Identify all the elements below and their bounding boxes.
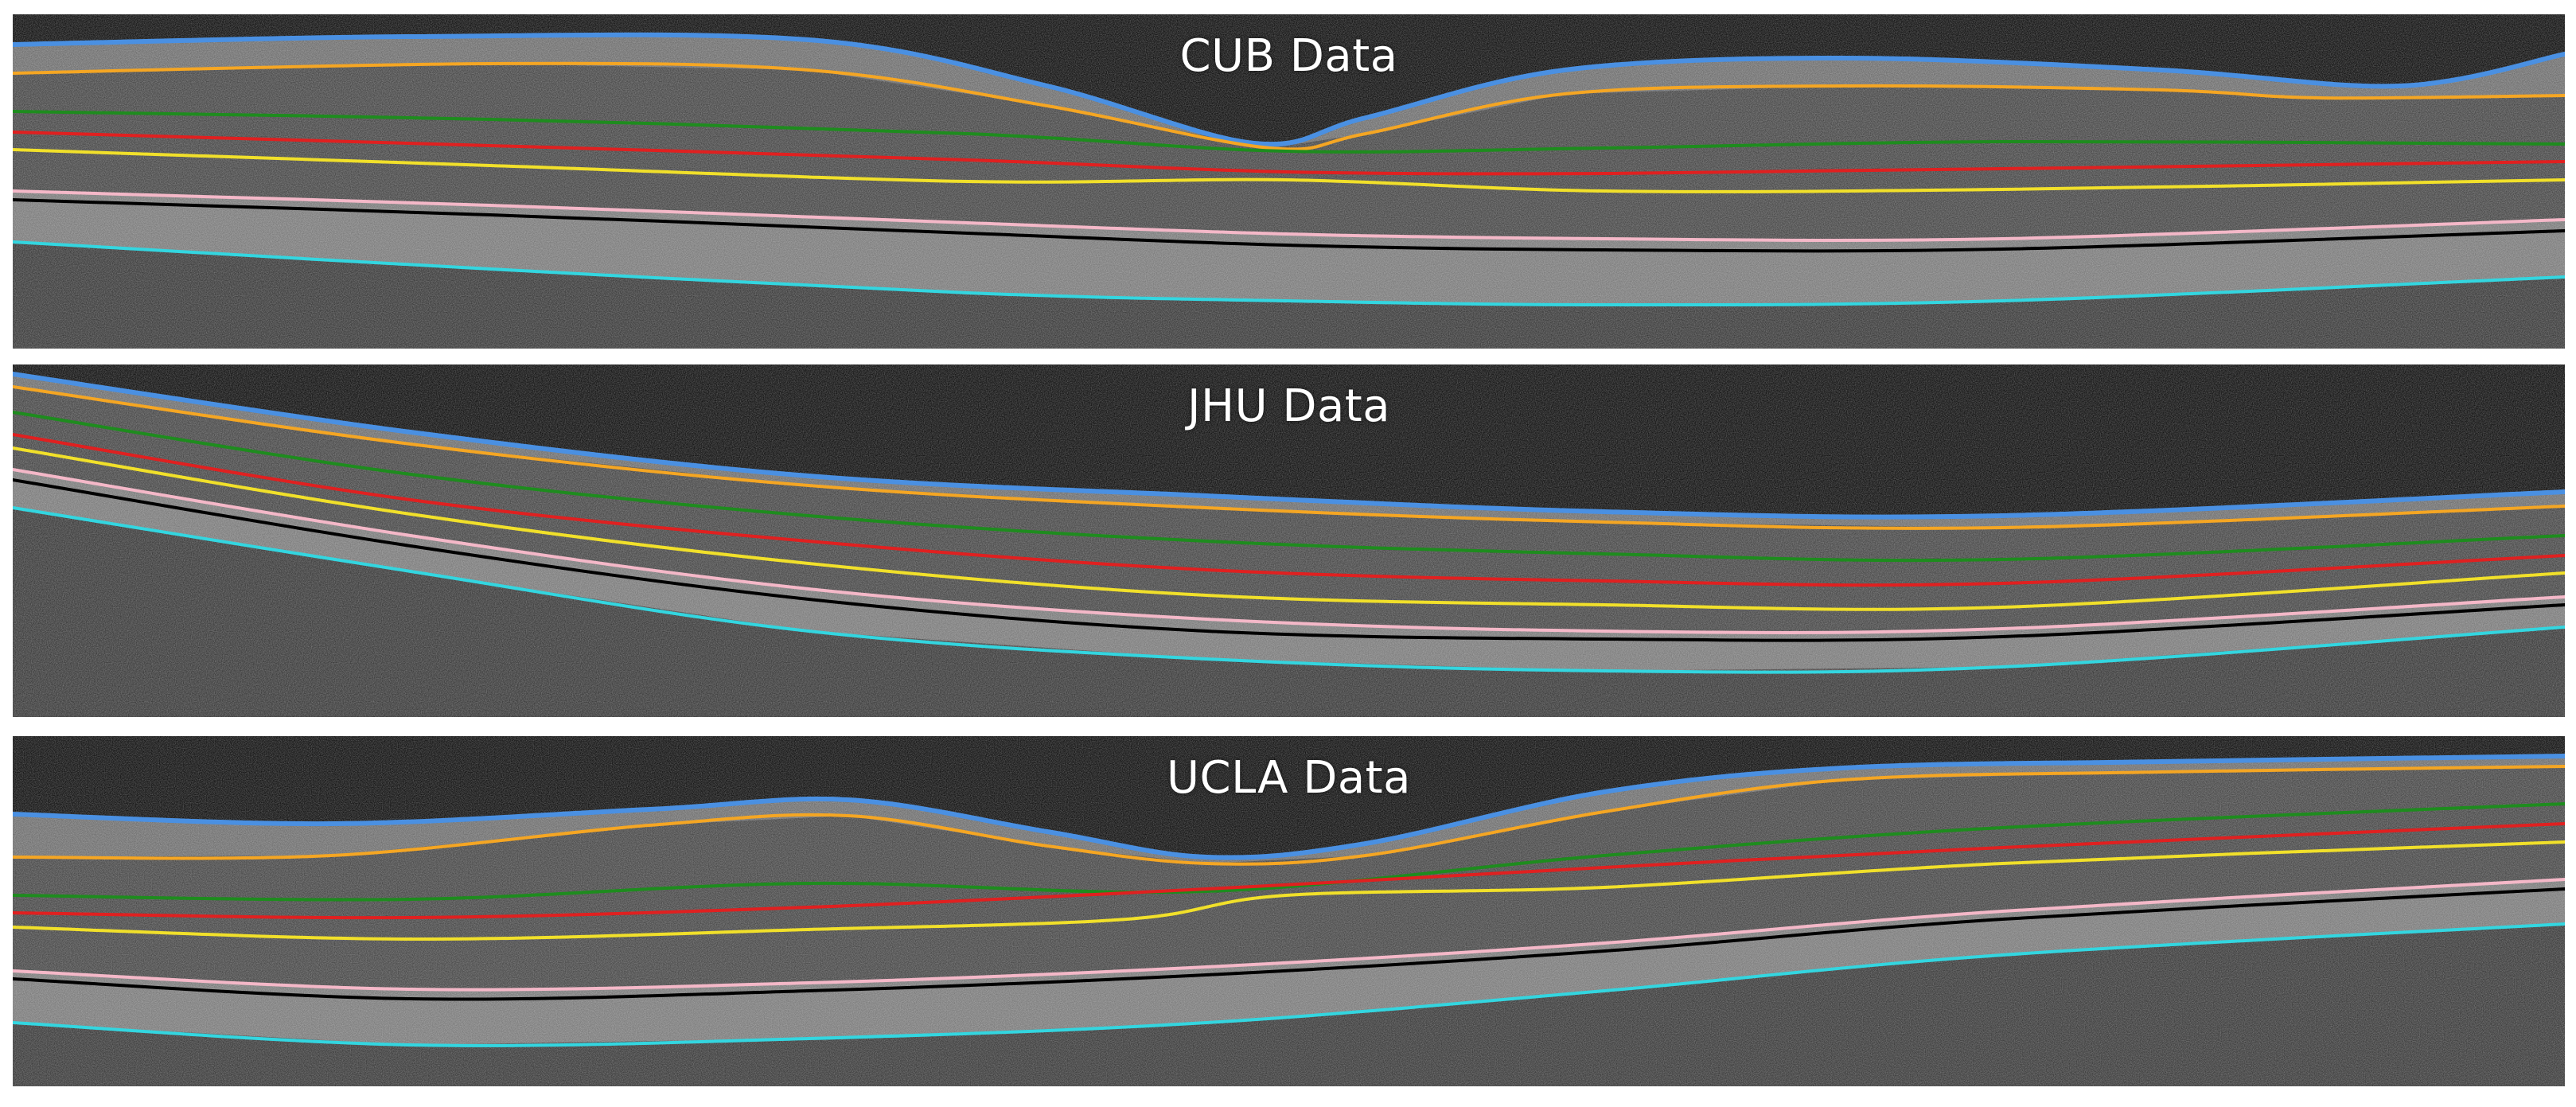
rnfl-boundary-line xyxy=(13,765,2565,866)
bm-boundary-line xyxy=(13,240,2565,307)
elm-boundary-line xyxy=(13,468,2565,634)
ucla-oct-scan-image xyxy=(13,736,2565,1086)
ipl-boundary-line xyxy=(13,822,2565,920)
rnfl-boundary-line xyxy=(13,385,2565,530)
isos-boundary-line xyxy=(13,887,2565,1001)
isos-boundary-line xyxy=(13,198,2565,253)
gcl-boundary-line xyxy=(13,411,2565,563)
isos-boundary-line xyxy=(13,478,2565,642)
ilm-boundary-line xyxy=(13,32,2565,147)
inl-boundary-line xyxy=(13,840,2565,941)
jhu-oct-scan-image xyxy=(13,364,2565,717)
bm-boundary-line xyxy=(13,922,2565,1047)
ipl-boundary-line xyxy=(13,131,2565,176)
ipl-boundary-line xyxy=(13,433,2565,587)
inl-boundary-line xyxy=(13,148,2565,193)
elm-boundary-line xyxy=(13,878,2565,992)
inl-boundary-line xyxy=(13,446,2565,611)
cub-oct-panel: CUB Data xyxy=(13,14,2565,349)
gcl-boundary-line xyxy=(13,802,2565,902)
cub-oct-scan-image xyxy=(13,14,2565,349)
ilm-boundary-line xyxy=(13,754,2565,860)
bm-boundary-line xyxy=(13,506,2565,674)
ucla-oct-panel: UCLA Data xyxy=(13,736,2565,1086)
jhu-oct-panel: JHU Data xyxy=(13,364,2565,717)
ilm-boundary-line xyxy=(13,372,2565,520)
gcl-boundary-line xyxy=(13,110,2565,154)
elm-boundary-line xyxy=(13,189,2565,243)
speckle-noise xyxy=(13,736,2565,1086)
rnfl-boundary-line xyxy=(13,61,2565,151)
